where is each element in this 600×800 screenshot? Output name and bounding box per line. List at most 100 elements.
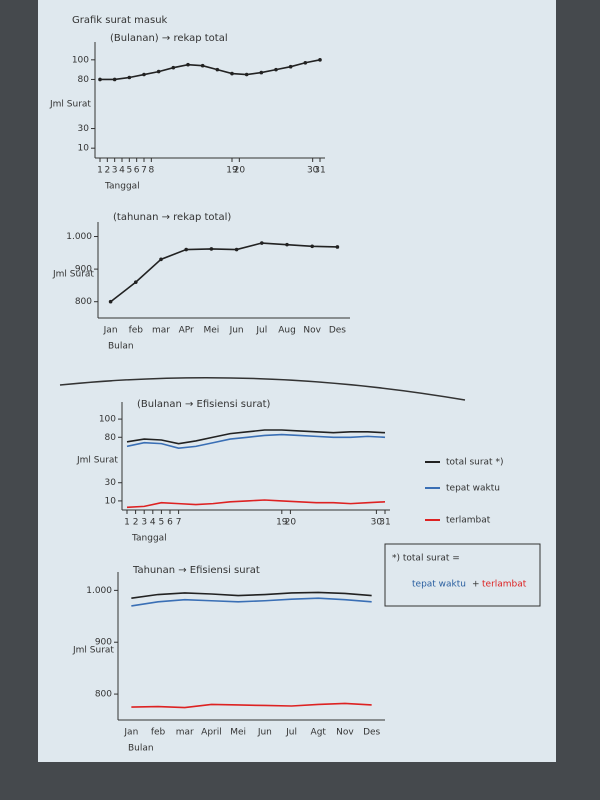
x-tick-label: 2 — [133, 518, 139, 528]
y-tick-label: 900 — [95, 638, 112, 648]
y-tick-label: 10 — [78, 144, 90, 154]
x-tick-label: 19 — [276, 518, 288, 528]
x-tick-label: Jul — [255, 326, 267, 336]
data-point — [234, 247, 239, 252]
y-axis-label: Jml Surat — [72, 646, 114, 656]
data-point — [244, 72, 249, 77]
data-point — [260, 241, 264, 245]
y-tick-label: 30 — [78, 124, 90, 134]
x-tick-label: April — [201, 728, 222, 738]
x-tick-label: 2 — [104, 166, 110, 176]
data-point — [127, 75, 132, 80]
data-line — [126, 429, 386, 445]
x-axis-label: Tanggal — [131, 534, 167, 544]
x-tick-label: Agt — [311, 728, 327, 738]
chart-subtitle: (Bulanan → Efisiensi surat) — [137, 399, 271, 410]
data-point — [285, 242, 289, 247]
data-line — [131, 597, 372, 607]
page-title: Grafik surat masuk — [72, 15, 168, 26]
data-point — [108, 299, 113, 304]
y-tick-label: 800 — [75, 297, 92, 307]
x-tick-label: Mei — [230, 728, 246, 738]
data-point — [134, 280, 138, 284]
data-point — [98, 77, 102, 82]
data-point — [303, 60, 308, 65]
data-line — [126, 433, 386, 449]
x-tick-label: Des — [363, 728, 380, 738]
data-point — [230, 71, 234, 76]
data-point — [159, 257, 163, 262]
data-point — [112, 77, 117, 82]
x-tick-label: 20 — [234, 166, 246, 176]
x-tick-label: 20 — [285, 518, 297, 528]
data-point — [184, 247, 188, 252]
x-tick-label: 1 — [124, 518, 130, 528]
x-tick-label: 4 — [119, 166, 125, 176]
data-point — [171, 65, 176, 70]
y-tick-label: 80 — [105, 433, 117, 443]
x-tick-label: 3 — [141, 518, 147, 528]
y-tick-label: 1.000 — [66, 232, 92, 242]
chart-subtitle: Tahunan → Efisiensi surat — [132, 565, 260, 576]
x-tick-label: 31 — [314, 166, 325, 176]
y-tick-label: 100 — [99, 415, 116, 425]
y-tick-label: 10 — [105, 496, 117, 506]
x-tick-label: mar — [152, 326, 170, 336]
data-point — [259, 70, 264, 75]
x-tick-label: feb — [151, 728, 166, 738]
note-plus: + — [472, 580, 480, 590]
x-tick-label: Jan — [103, 326, 118, 336]
data-point — [215, 67, 220, 72]
x-tick-label: 4 — [150, 518, 156, 528]
x-tick-label: Jan — [123, 728, 138, 738]
data-point — [186, 62, 190, 67]
y-tick-label: 80 — [78, 75, 90, 85]
data-point — [288, 64, 293, 69]
x-tick-label: Mei — [203, 326, 219, 336]
note-part: terlambat — [482, 580, 527, 590]
x-tick-label: 5 — [126, 166, 132, 176]
data-point — [318, 58, 322, 62]
y-tick-label: 1.000 — [86, 586, 112, 596]
x-tick-label: 3 — [112, 166, 118, 176]
y-tick-label: 900 — [75, 265, 92, 275]
data-line — [131, 702, 372, 709]
legend-label: tepat waktu — [446, 484, 500, 494]
y-tick-label: 100 — [72, 55, 89, 65]
data-point — [335, 245, 340, 249]
data-point — [274, 67, 278, 72]
x-axis-label: Tanggal — [104, 182, 140, 192]
data-point — [156, 69, 161, 74]
data-line — [110, 242, 338, 303]
x-tick-label: mar — [176, 728, 194, 738]
x-tick-label: 19 — [226, 166, 238, 176]
y-axis-label: Jml Surat — [49, 100, 91, 110]
note-box — [384, 543, 541, 607]
x-tick-label: Jun — [229, 326, 244, 336]
divider — [59, 376, 466, 401]
x-tick-label: Nov — [336, 728, 354, 738]
note-lead: *) total surat = — [392, 554, 460, 564]
x-tick-label: 6 — [134, 166, 140, 176]
x-tick-label: 1 — [97, 166, 103, 176]
legend-label: terlambat — [446, 516, 491, 526]
chart-subtitle: (Bulanan) → rekap total — [110, 33, 228, 44]
data-point — [200, 63, 205, 68]
x-tick-label: Nov — [303, 326, 321, 336]
x-tick-label: 30 — [371, 518, 383, 528]
x-tick-label: 5 — [159, 518, 165, 528]
data-point — [310, 244, 315, 249]
chart-subtitle: (tahunan → rekap total) — [113, 212, 231, 223]
data-line — [131, 591, 372, 599]
x-tick-label: 6 — [167, 518, 173, 528]
data-point — [209, 247, 214, 251]
data-line — [126, 499, 386, 509]
x-tick-label: Jul — [285, 728, 297, 738]
x-tick-label: 8 — [148, 166, 154, 176]
x-tick-label: 30 — [307, 166, 319, 176]
y-tick-label: 30 — [105, 478, 117, 488]
x-axis-label: Bulan — [128, 744, 154, 754]
x-tick-label: Jun — [257, 728, 272, 738]
x-tick-label: feb — [129, 326, 144, 336]
